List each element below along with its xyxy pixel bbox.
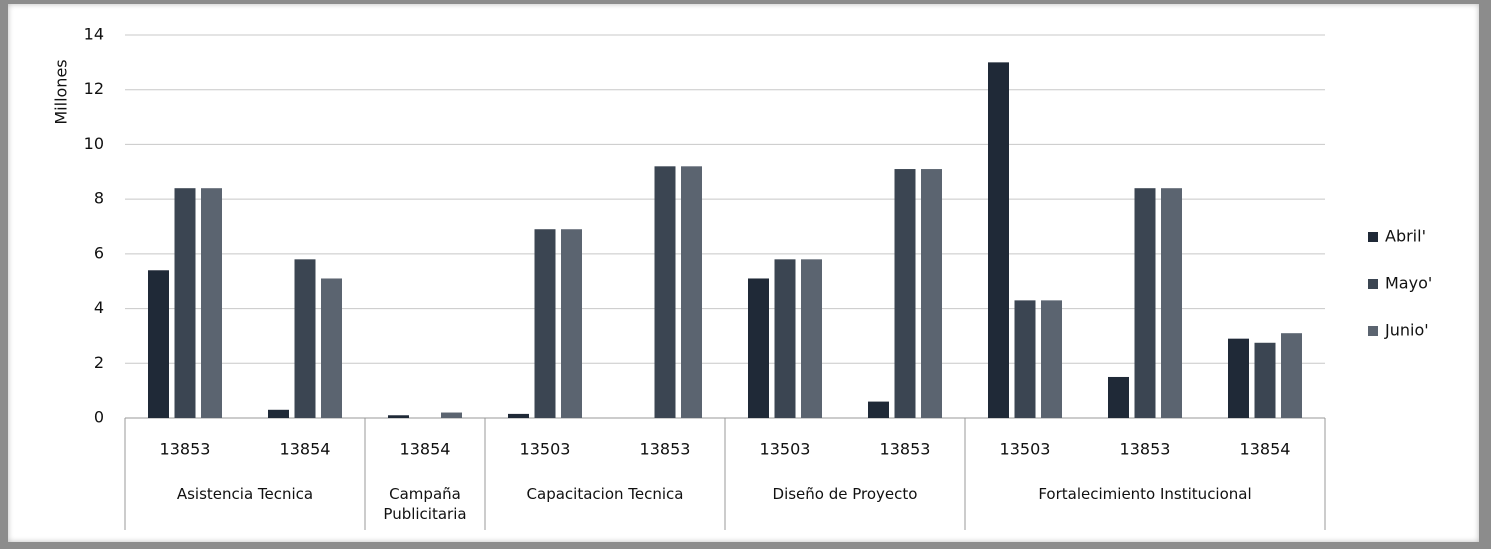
- bar: [868, 401, 889, 418]
- bar: [894, 169, 916, 418]
- x-tick-label: 13854: [1240, 440, 1291, 459]
- y-tick-label: 12: [84, 79, 104, 98]
- bar: [321, 278, 342, 418]
- bar: [1041, 300, 1062, 418]
- group-label: Diseño de Proyecto: [772, 485, 918, 503]
- y-tick-label: 2: [94, 353, 104, 372]
- bar: [441, 412, 462, 418]
- x-tick-label: 13853: [1120, 440, 1171, 459]
- bar: [654, 166, 676, 418]
- bar: [681, 166, 702, 418]
- legend-label: Junio': [1384, 321, 1429, 340]
- bar: [801, 259, 822, 418]
- bar: [561, 229, 582, 418]
- bar: [148, 270, 169, 418]
- bar: [268, 409, 289, 418]
- bar: [534, 229, 556, 418]
- x-tick-label: 13854: [280, 440, 331, 459]
- y-tick-label: 0: [94, 408, 104, 427]
- x-tick-label: 13854: [400, 440, 451, 459]
- bar: [294, 259, 316, 418]
- x-tick-label: 13503: [520, 440, 571, 459]
- bar: [174, 188, 196, 418]
- group-label: Capacitacion Tecnica: [526, 485, 684, 503]
- legend-label: Mayo': [1385, 274, 1432, 293]
- x-tick-label: 13853: [880, 440, 931, 459]
- chart-background: [8, 4, 1479, 542]
- group-label: Asistencia Tecnica: [176, 485, 314, 503]
- x-tick-label: 13503: [760, 440, 811, 459]
- bar: [1161, 188, 1182, 418]
- bar: [748, 278, 769, 418]
- bar: [508, 413, 529, 418]
- bar: [201, 188, 222, 418]
- legend-swatch: [1368, 279, 1378, 289]
- group-label: Campaña Publicitaria: [383, 485, 467, 523]
- bar: [1108, 376, 1129, 418]
- group-label: Fortalecimiento Institucional: [1038, 485, 1252, 503]
- x-tick-label: 13503: [1000, 440, 1051, 459]
- bar: [988, 62, 1009, 418]
- y-tick-label: 4: [94, 298, 104, 317]
- bar: [774, 259, 796, 418]
- bar: [1134, 188, 1156, 418]
- y-tick-label: 14: [84, 25, 104, 44]
- bar: [1281, 333, 1302, 418]
- bar: [1014, 300, 1036, 418]
- bar: [388, 415, 409, 418]
- bar: [1254, 342, 1276, 418]
- y-tick-label: 10: [84, 134, 104, 153]
- y-axis-label: Millones: [52, 59, 71, 124]
- y-tick-label: 8: [94, 189, 104, 208]
- x-tick-label: 13853: [640, 440, 691, 459]
- legend-swatch: [1368, 232, 1378, 242]
- bar: [1228, 338, 1249, 418]
- y-tick-label: 6: [94, 243, 104, 262]
- legend-label: Abril': [1385, 227, 1426, 246]
- bar: [921, 169, 942, 418]
- legend-swatch: [1368, 326, 1378, 336]
- x-tick-label: 13853: [160, 440, 211, 459]
